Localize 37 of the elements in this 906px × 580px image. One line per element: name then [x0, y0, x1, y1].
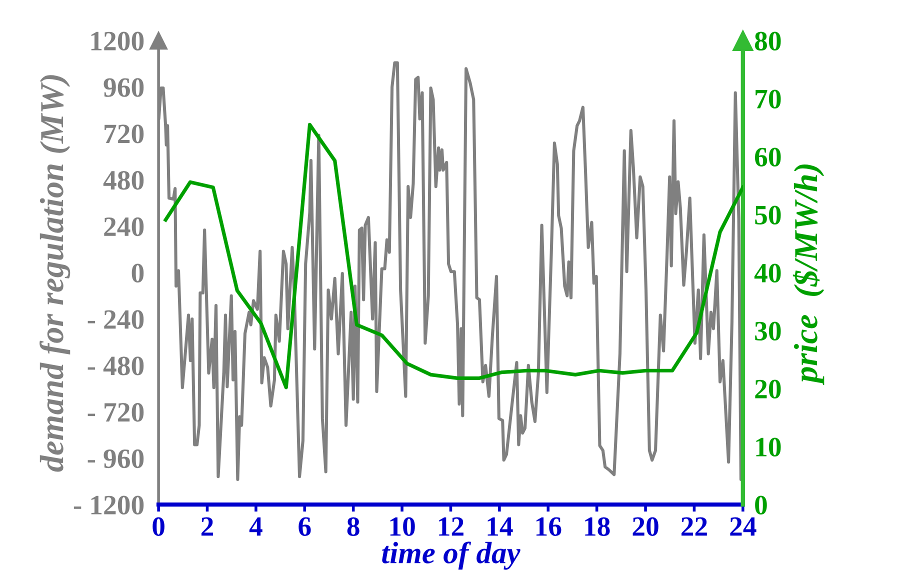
x-tick-label: 22 [682, 517, 707, 536]
y2-tick-label: 30 [755, 322, 781, 341]
y2-tick-label: 60 [754, 148, 781, 167]
y-tick-label: - 1200 [74, 496, 144, 515]
x-tick-label: 10 [390, 517, 415, 536]
x-tick-label: 14 [488, 517, 513, 536]
x-tick-label: 16 [536, 517, 562, 536]
y-tick-label: 960 [104, 78, 144, 97]
y-tick-label: 240 [104, 217, 144, 236]
y2-tick-label: 20 [755, 380, 781, 399]
x-tick-label: 18 [585, 517, 610, 536]
y-axis-title: demand for regulation (MW) [40, 75, 70, 472]
x-tick-label: 20 [632, 517, 658, 536]
x-tick-label: 4 [249, 517, 262, 536]
x-tick-label: 8 [347, 517, 360, 536]
line-series [164, 122, 743, 390]
y2-tick-label: 80 [754, 32, 781, 51]
y-tick-label: 1200 [91, 32, 144, 51]
y2-tick-label: 40 [754, 264, 781, 283]
y2-tick-label: 50 [755, 206, 781, 225]
x-tick-label: 24 [730, 517, 756, 536]
y-tick-label: 0 [132, 264, 144, 283]
x-axis-title: time of day [382, 542, 520, 570]
y2-tick-label: 0 [755, 496, 767, 515]
y2-axis-title: price ($/MW/h) [792, 164, 824, 386]
y-tick-label: 480 [103, 170, 144, 190]
y2-tick-label: 70 [756, 90, 781, 109]
y-tick-label: 720 [104, 124, 144, 144]
y-tick-label: - 240 [88, 310, 144, 329]
x-tick-label: 0 [152, 517, 164, 536]
y-tick-label: - 480 [88, 356, 144, 376]
x-tick-label: 6 [298, 517, 311, 536]
y-tick-label: - 960 [88, 449, 144, 468]
y-tick-label: - 720 [88, 402, 144, 422]
x-tick-label: 2 [201, 517, 213, 536]
y2-tick-label: 10 [756, 438, 781, 457]
x-tick-label: 12 [439, 517, 464, 536]
